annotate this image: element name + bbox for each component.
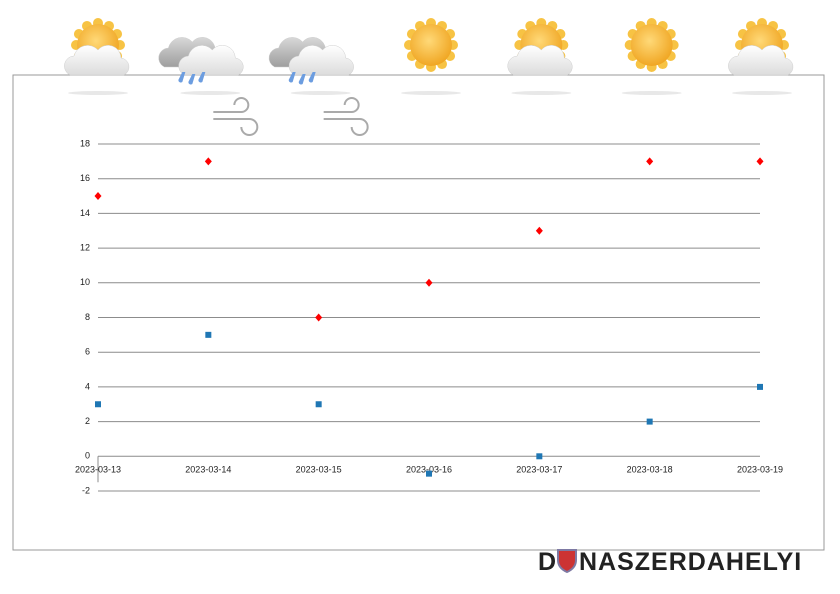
point [756, 157, 764, 166]
cloud [507, 45, 573, 76]
y-tick-label: 14 [80, 208, 90, 218]
y-tick-label: 12 [80, 242, 90, 252]
logo-left: D [538, 548, 557, 576]
shadow [732, 91, 792, 95]
shadow [290, 91, 351, 95]
sun [410, 24, 452, 66]
y-tick-label: 10 [80, 277, 90, 287]
y-tick-label: 4 [85, 381, 90, 391]
rain-drop [308, 72, 316, 83]
cloud [178, 45, 244, 76]
shadow [511, 91, 572, 95]
y-tick-label: 16 [80, 173, 90, 183]
y-tick-label: 8 [85, 312, 90, 322]
point [315, 401, 322, 408]
logo: D NASZERDAHELYI [538, 548, 802, 576]
x-tick-label: 2023-03-16 [406, 465, 452, 475]
x-tick-label: 2023-03-14 [185, 465, 231, 475]
rain-drop [198, 72, 206, 83]
shadow [68, 91, 128, 95]
point [425, 278, 433, 287]
cloud [64, 45, 130, 76]
point [536, 453, 543, 460]
y-tick-label: 18 [80, 138, 90, 148]
point [205, 331, 212, 338]
point [426, 470, 432, 477]
point [95, 401, 101, 408]
rain-drop [298, 74, 306, 85]
point [204, 157, 212, 166]
y-tick-label: 2 [85, 416, 90, 426]
y-tick-label: -2 [82, 485, 90, 495]
point [757, 383, 763, 390]
logo-right: NASZERDAHELYI [579, 548, 802, 576]
chart: -2 0 2 4 6 8 10 12 14 16 18 2023-03-13 2023-03-14 202… [75, 138, 783, 495]
x-tick-label: 2023-03-18 [627, 465, 673, 475]
x-tick-label: 2023-03-17 [516, 465, 562, 475]
weather-icons [64, 18, 794, 136]
wind [323, 97, 369, 136]
shadow [401, 91, 461, 95]
cloud [288, 45, 354, 76]
y-tick-label: 6 [85, 347, 90, 357]
point [535, 226, 543, 235]
y-tick-label: 0 [85, 451, 90, 461]
point [646, 157, 654, 166]
rain-drop [178, 72, 186, 83]
x-tick-label: 2023-03-15 [296, 465, 342, 475]
rain-drop [188, 74, 196, 85]
rain-drop [288, 72, 296, 83]
shadow [621, 91, 682, 95]
sun [630, 24, 673, 66]
x-tick-label: 2023-03-19 [737, 465, 783, 475]
cloud [728, 45, 794, 76]
point [94, 192, 102, 201]
wind [213, 97, 259, 136]
shadow [180, 91, 241, 95]
x-tick-label: 2023-03-13 [75, 465, 121, 475]
point [646, 418, 653, 425]
logo-emblem [557, 549, 577, 574]
point [315, 313, 323, 322]
chart-frame [12, 74, 825, 551]
